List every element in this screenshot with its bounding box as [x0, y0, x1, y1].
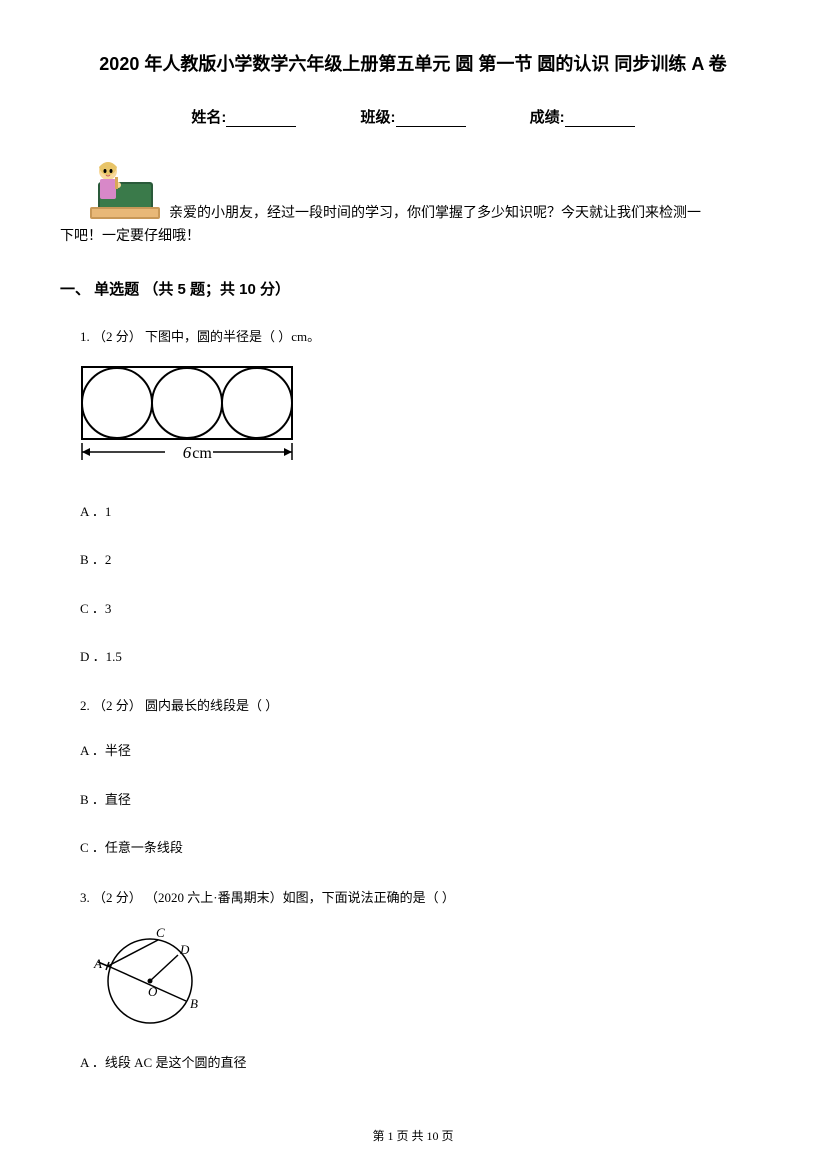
score-label: 成绩: — [530, 109, 565, 126]
class-label: 班级: — [361, 109, 396, 126]
intro-text-2: 下吧！一定要仔细哦！ — [60, 222, 766, 253]
q2-option-a: A ．半径 — [80, 739, 766, 762]
q1-text: 1. （2 分） 下图中，圆的半径是（ ）cm。 — [80, 324, 766, 350]
q3-label-o: O — [148, 984, 158, 999]
q2-option-b: B ．直径 — [80, 788, 766, 811]
q3-option-a: A ．线段 AC 是这个圆的直径 — [80, 1051, 766, 1074]
name-field: 姓名: — [191, 106, 296, 127]
q3-label-c: C — [156, 926, 165, 940]
q3-text: 3. （2 分） （2020 六上·番禺期末）如图，下面说法正确的是（ ） — [80, 885, 766, 911]
q1-figure: 6 cm — [80, 365, 766, 480]
page-footer: 第 1 页 共 10 页 — [0, 1127, 826, 1144]
q1-option-a: A ．1 — [80, 500, 766, 523]
intro-text-1: 亲爱的小朋友，经过一段时间的学习，你们掌握了多少知识呢？今天就让我们来检测一 — [169, 206, 701, 221]
section-1-header: 一、 单选题 （共 5 题；共 10 分） — [60, 278, 766, 299]
score-field: 成绩: — [530, 106, 635, 127]
score-underline — [565, 111, 635, 127]
q1-option-c: C ．3 — [80, 597, 766, 620]
q1-width-label: 6 — [183, 443, 192, 462]
page-title: 2020 年人教版小学数学六年级上册第五单元 圆 第一节 圆的认识 同步训练 A… — [60, 50, 766, 76]
q3-figure: A B C D O — [80, 926, 766, 1031]
q3-label-d: D — [179, 942, 190, 957]
q3-label-a: A — [93, 956, 102, 971]
student-info-line: 姓名: 班级: 成绩: — [60, 106, 766, 127]
q2-text: 2. （2 分） 圆内最长的线段是（ ） — [80, 693, 766, 719]
svg-text:cm: cm — [192, 445, 212, 462]
q1-option-d: D ．1.5 — [80, 645, 766, 668]
q2-option-c: C ．任意一条线段 — [80, 836, 766, 859]
question-1: 1. （2 分） 下图中，圆的半径是（ ）cm。 6 cm — [80, 324, 766, 480]
q3-label-b: B — [190, 996, 198, 1011]
class-underline — [396, 111, 466, 127]
class-field: 班级: — [361, 106, 466, 127]
question-3: 3. （2 分） （2020 六上·番禺期末）如图，下面说法正确的是（ ） A … — [80, 885, 766, 1031]
intro-section: 亲爱的小朋友，经过一段时间的学习，你们掌握了多少知识呢？今天就让我们来检测一 下… — [60, 157, 766, 253]
teacher-icon — [80, 157, 165, 222]
q1-option-b: B ．2 — [80, 548, 766, 571]
question-2: 2. （2 分） 圆内最长的线段是（ ） — [80, 693, 766, 719]
name-underline — [226, 111, 296, 127]
name-label: 姓名: — [191, 109, 226, 126]
